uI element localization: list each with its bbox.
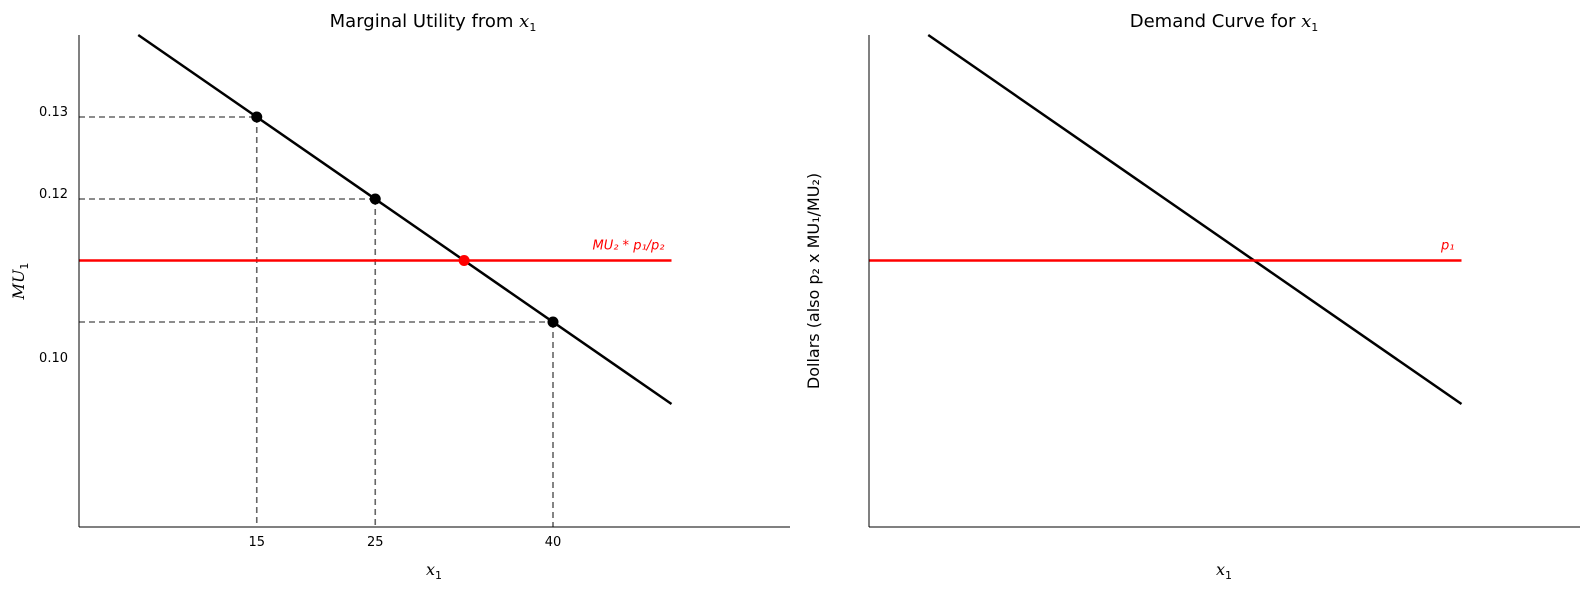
y-axis-label: Dollars (also p₂ x MU₁/MU₂) <box>804 173 823 389</box>
x-axis-label: x1 <box>1216 560 1232 582</box>
x-tick-labels: 15 25 40 <box>248 535 561 550</box>
series-line <box>137 33 673 406</box>
y-tick-label: 0.12 <box>39 187 68 202</box>
y-tick-label: 0.10 <box>39 351 68 366</box>
plot-area <box>79 33 673 527</box>
chart-marginal-utility: Marginal Utility from x1 15 25 40 0.13 0.12… <box>9 11 790 582</box>
x-tick-label: 25 <box>367 535 384 550</box>
annotation-label: MU₂ * p₁/p₂ <box>592 239 664 254</box>
data-point <box>458 255 470 266</box>
x-tick-label: 15 <box>248 535 265 550</box>
chart-title: Demand Curve for x1 <box>1130 11 1319 34</box>
y-tick-label: 0.13 <box>39 105 68 120</box>
data-point <box>369 193 381 205</box>
series-line <box>927 33 1463 406</box>
y-tick-labels: 0.13 0.12 0.10 <box>39 105 68 366</box>
annotation-label: p₁ <box>1440 239 1454 254</box>
x-axis-label: x1 <box>426 560 442 582</box>
chart-demand-curve: Demand Curve for x1 x1 Dollars (also p₂ … <box>804 11 1580 582</box>
data-point <box>547 316 559 328</box>
x-tick-label: 40 <box>545 535 562 550</box>
data-point <box>251 111 263 123</box>
plot-area <box>869 33 1463 406</box>
y-axis-label: MU1 <box>9 263 31 301</box>
chart-title: Marginal Utility from x1 <box>330 11 537 34</box>
